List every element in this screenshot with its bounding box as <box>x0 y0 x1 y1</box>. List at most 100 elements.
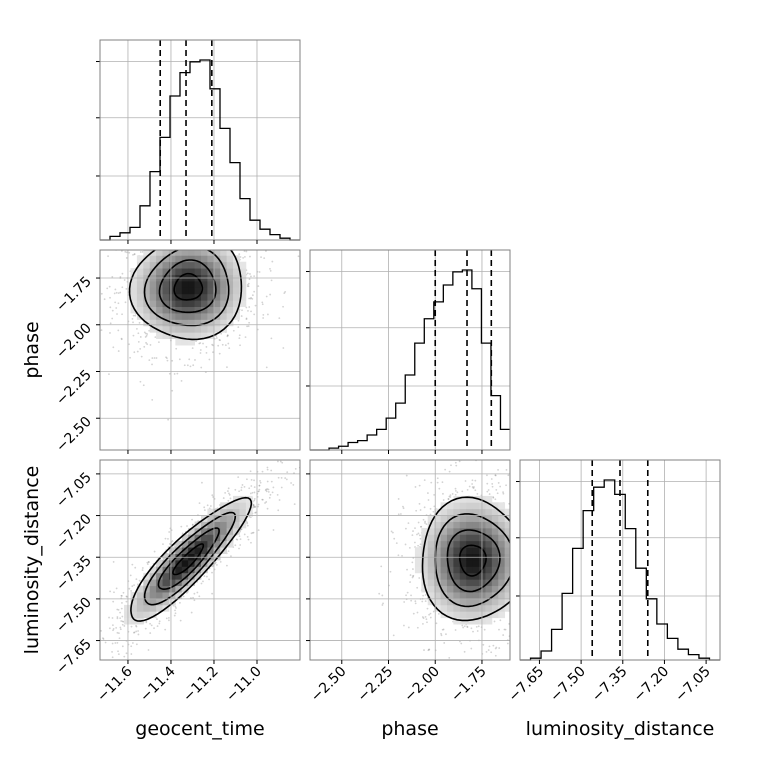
scatter-point <box>258 488 261 491</box>
density-bin <box>498 502 506 510</box>
density-bin <box>233 300 240 308</box>
density-bin <box>226 293 234 301</box>
scatter-point <box>512 575 514 577</box>
density-bin <box>446 540 454 548</box>
scatter-point <box>87 670 89 672</box>
panel-frame <box>99 459 301 661</box>
scatter-point <box>121 313 123 316</box>
density-bin <box>466 547 474 554</box>
scatter-point <box>130 625 133 628</box>
density-bin <box>136 598 144 606</box>
scatter-point <box>179 236 181 238</box>
scatter-point <box>494 647 497 650</box>
scatter-point <box>410 599 413 602</box>
scatter-point <box>499 453 501 455</box>
scatter-point <box>238 535 241 538</box>
scatter-point <box>511 557 513 559</box>
scatter-point <box>240 528 243 531</box>
scatter-point <box>222 230 224 232</box>
scatter-point <box>131 585 134 588</box>
scatter-point <box>194 359 196 361</box>
density-bin <box>149 300 157 308</box>
density-bin <box>434 579 441 587</box>
scatter-point <box>266 468 269 471</box>
density-bin <box>168 287 176 295</box>
density-bin <box>479 540 486 548</box>
x-axis-label: phase <box>381 718 438 740</box>
scatter-point <box>280 476 283 479</box>
density-bin <box>226 521 234 529</box>
density-bin <box>491 585 499 593</box>
scatter-point <box>146 561 149 564</box>
density-bin <box>207 250 215 256</box>
density-bin <box>175 306 183 314</box>
density-bin <box>143 611 151 619</box>
scatter-point <box>165 225 167 227</box>
scatter-point <box>429 612 432 615</box>
density-bin <box>200 332 208 340</box>
density-bin <box>162 261 170 269</box>
scatter-point <box>153 627 155 630</box>
scatter-point <box>234 544 237 547</box>
density-bin <box>136 280 144 288</box>
scatter-point <box>510 563 512 565</box>
density-bin <box>504 547 510 554</box>
density-bin <box>200 300 208 308</box>
scatter-point <box>456 491 459 494</box>
scatter-point <box>258 490 260 493</box>
scatter-point <box>463 650 466 653</box>
scatter-point <box>215 337 218 339</box>
density-bin <box>485 617 493 625</box>
scatter-point <box>157 341 160 344</box>
density-bin <box>200 250 208 256</box>
scatter-point <box>238 247 240 249</box>
density-bin <box>181 585 189 593</box>
density-bin <box>498 515 506 522</box>
scatter-point <box>254 511 257 514</box>
contour-line <box>130 496 253 622</box>
scatter-point <box>428 648 430 651</box>
density-bin <box>485 592 493 599</box>
density-bin <box>453 611 461 619</box>
scatter-point <box>132 334 135 337</box>
density-bin <box>485 527 493 535</box>
scatter-point <box>483 628 486 631</box>
density-bin <box>194 261 202 269</box>
density-bin <box>472 585 480 593</box>
density-bin <box>162 300 170 308</box>
density-bin <box>188 261 195 269</box>
scatter-point <box>96 613 98 615</box>
density-bin <box>188 300 195 308</box>
density-bin <box>130 300 138 308</box>
scatter-point <box>555 675 557 677</box>
scatter-point <box>197 210 199 212</box>
scatter-point <box>211 592 214 595</box>
x-axis-label: luminosity_distance <box>526 718 715 740</box>
scatter-point <box>423 506 426 509</box>
scatter-point <box>120 337 123 340</box>
scatter-point <box>158 620 161 623</box>
scatter-point <box>284 290 287 293</box>
scatter-point <box>118 632 120 635</box>
y-tick-label: −2.50 <box>53 414 95 456</box>
density-bin <box>213 268 221 275</box>
density-bin <box>156 280 163 288</box>
scatter-point <box>250 478 253 481</box>
scatter-point <box>173 247 175 249</box>
scatter-point <box>211 343 214 346</box>
scatter-point <box>74 637 76 639</box>
scatter-point <box>547 613 549 615</box>
density-bin <box>466 592 474 599</box>
scatter-point <box>494 474 497 477</box>
scatter-point <box>166 225 168 227</box>
scatter-point <box>258 271 261 273</box>
scatter-point <box>249 470 252 473</box>
density-bin <box>175 572 183 580</box>
scatter-point <box>245 306 248 309</box>
density-bin <box>213 250 221 256</box>
density-bin <box>459 540 467 548</box>
density-bin <box>233 521 240 529</box>
scatter-point <box>219 209 221 211</box>
density-bin <box>220 293 228 301</box>
density-bin <box>485 560 493 567</box>
